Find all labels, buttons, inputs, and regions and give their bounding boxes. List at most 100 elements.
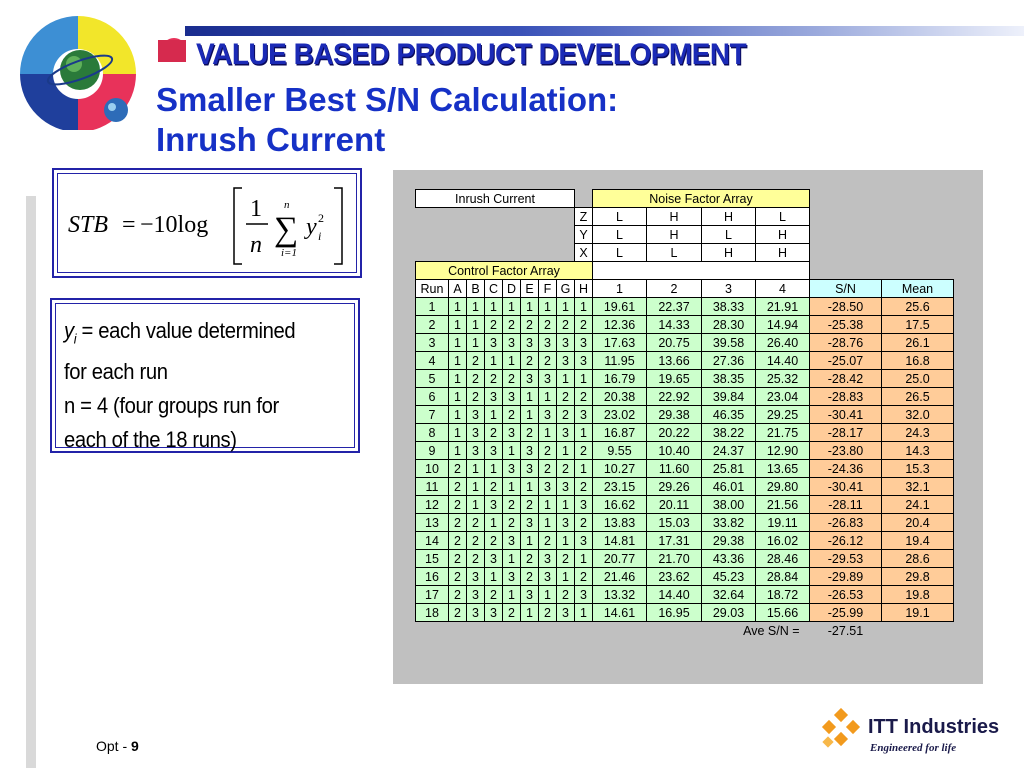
blank-cell: [416, 226, 575, 244]
control-level-cell: 2: [556, 315, 575, 334]
control-level-cell: 2: [466, 531, 485, 550]
control-level-cell: 2: [538, 531, 557, 550]
control-level-cell: 2: [466, 549, 485, 568]
table-row: 10 2 1 1 3 3 2 2 1 10.27 11.60 25.81 13.65 -24.36 15.3: [415, 459, 954, 478]
response-value-cell: 10.40: [646, 441, 702, 460]
control-level-cell: 1: [556, 567, 575, 586]
response-value-cell: 22.92: [646, 387, 702, 406]
control-level-cell: 1: [484, 405, 503, 424]
average-sn-value: -27.51: [827, 623, 864, 638]
control-level-cell: 2: [502, 495, 521, 514]
control-level-cell: 1: [574, 369, 593, 388]
run-number-cell: 14: [415, 531, 449, 550]
response-value-cell: 17.63: [592, 333, 647, 352]
control-level-cell: 3: [466, 585, 485, 604]
control-level-cell: 2: [520, 351, 539, 370]
control-level-cell: 1: [466, 459, 485, 478]
table-row: 15 2 2 3 1 2 3 2 1 20.77 21.70 43.36 28.46 -29.53 28.6: [415, 549, 954, 568]
control-level-cell: 3: [538, 477, 557, 496]
column-header: C: [484, 279, 503, 298]
sn-value-cell: -28.83: [809, 387, 882, 406]
noise-factor-name: Y: [574, 225, 593, 244]
control-level-cell: 1: [520, 387, 539, 406]
response-value-cell: 29.25: [755, 405, 810, 424]
control-level-cell: 1: [574, 423, 593, 442]
noise-level-cell: L: [701, 225, 756, 244]
response-value-cell: 29.03: [701, 603, 756, 622]
stb-formula: STB = −10log 1 n n ∑ i=1 y 2 i: [68, 187, 343, 265]
control-level-cell: 3: [556, 423, 575, 442]
response-value-cell: 46.35: [701, 405, 756, 424]
blank-cell: [416, 244, 575, 262]
response-value-cell: 12.36: [592, 315, 647, 334]
control-level-cell: 3: [502, 567, 521, 586]
control-level-cell: 3: [520, 513, 539, 532]
itt-branding: ITT Industries Engineered for life: [818, 708, 1018, 758]
control-level-cell: 3: [556, 333, 575, 352]
control-level-cell: 1: [502, 549, 521, 568]
control-array-label-row: Control Factor Array: [415, 261, 954, 280]
run-number-cell: 18: [415, 603, 449, 622]
control-level-cell: 2: [484, 477, 503, 496]
sn-value-cell: -29.53: [809, 549, 882, 568]
orthogonal-array-table: Inrush Current Noise Factor Array Z L H H L Y L H…: [415, 189, 954, 640]
control-level-cell: 1: [538, 297, 557, 316]
column-header: F: [538, 279, 557, 298]
control-level-cell: 2: [574, 477, 593, 496]
column-header: A: [448, 279, 467, 298]
response-value-cell: 21.91: [755, 297, 810, 316]
noise-level-cell: L: [755, 207, 810, 226]
response-value-cell: 13.66: [646, 351, 702, 370]
definition-line-4: each of the 18 runs): [64, 427, 237, 453]
control-level-cell: 3: [466, 405, 485, 424]
control-level-cell: 1: [466, 333, 485, 352]
table-row: 16 2 3 1 3 2 3 1 2 21.46 23.62 45.23 28.84 -29.89 29.8: [415, 567, 954, 586]
mean-value-cell: 28.6: [881, 549, 954, 568]
control-level-cell: 3: [520, 369, 539, 388]
control-level-cell: 3: [502, 459, 521, 478]
response-value-cell: 10.27: [592, 459, 647, 478]
sn-value-cell: -28.42: [809, 369, 882, 388]
response-value-cell: 21.70: [646, 549, 702, 568]
control-level-cell: 1: [538, 585, 557, 604]
average-sn-label: Ave S/N =: [743, 623, 800, 638]
control-level-cell: 3: [574, 585, 593, 604]
formula-coefficient: −10log: [140, 212, 208, 238]
control-level-cell: 2: [556, 405, 575, 424]
blank-cell: [416, 208, 575, 226]
noise-factor-name: Z: [574, 207, 593, 226]
control-level-cell: 1: [466, 495, 485, 514]
control-level-cell: 2: [484, 585, 503, 604]
control-level-cell: 3: [556, 513, 575, 532]
control-level-cell: 2: [538, 315, 557, 334]
run-number-cell: 17: [415, 585, 449, 604]
column-header: 2: [646, 279, 702, 298]
response-value-cell: 32.64: [701, 585, 756, 604]
response-value-cell: 14.33: [646, 315, 702, 334]
sn-value-cell: -30.41: [809, 477, 882, 496]
footer-prefix: Opt -: [96, 738, 132, 754]
response-value-cell: 29.80: [755, 477, 810, 496]
control-level-cell: 3: [502, 531, 521, 550]
response-value-cell: 29.26: [646, 477, 702, 496]
response-value-cell: 11.60: [646, 459, 702, 478]
column-header: 4: [755, 279, 810, 298]
sn-value-cell: -25.07: [809, 351, 882, 370]
noise-level-cell: L: [592, 243, 647, 262]
control-level-cell: 1: [556, 297, 575, 316]
control-level-cell: 2: [574, 387, 593, 406]
definition-text: yi = each value determined for each run …: [64, 314, 358, 457]
control-level-cell: 1: [448, 315, 467, 334]
control-level-cell: 2: [484, 423, 503, 442]
control-level-cell: 2: [448, 513, 467, 532]
control-level-cell: 1: [448, 441, 467, 460]
formula-numerator: 1: [250, 196, 262, 222]
control-level-cell: 1: [502, 585, 521, 604]
control-level-cell: 2: [448, 495, 467, 514]
blank-cell: [810, 244, 954, 262]
control-level-cell: 1: [556, 369, 575, 388]
noise-level-cell: H: [701, 207, 756, 226]
mean-value-cell: 19.4: [881, 531, 954, 550]
control-level-cell: 1: [556, 441, 575, 460]
inrush-label-cell: Inrush Current: [415, 189, 575, 208]
